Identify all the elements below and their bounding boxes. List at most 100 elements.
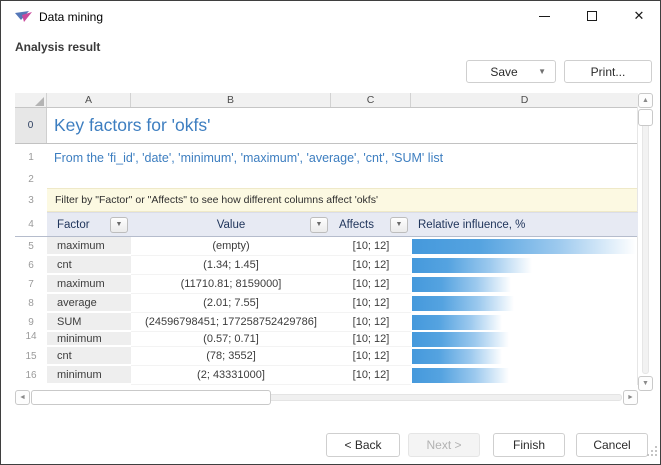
influence-bar	[412, 368, 510, 383]
table-row: 5 maximum (empty) [10; 12]	[15, 237, 637, 256]
analysis-grid: A B C D 0 Key factors for 'okfs' 1 From …	[15, 93, 654, 405]
affects-cell[interactable]: [10; 12]	[331, 275, 411, 294]
row-number[interactable]: 1	[28, 152, 34, 163]
column-header-d[interactable]: D	[411, 93, 638, 107]
influence-cell[interactable]	[411, 256, 638, 275]
row-number[interactable]: 9	[28, 317, 34, 328]
vertical-scrollbar: ▲ ▼	[638, 93, 654, 391]
value-cell[interactable]: (24596798451; 177258752429786]	[131, 313, 331, 332]
factor-cell[interactable]: cnt	[47, 347, 131, 366]
row-number[interactable]: 15	[25, 351, 37, 362]
influence-cell[interactable]	[411, 366, 638, 385]
value-cell[interactable]: (11710.81; 8159000]	[131, 275, 331, 294]
affects-header-label: Affects	[339, 219, 374, 231]
influence-bar	[412, 349, 503, 364]
scroll-left-button[interactable]: ◄	[15, 390, 30, 405]
factor-cell[interactable]: SUM	[47, 313, 131, 332]
influence-bar	[412, 296, 514, 311]
affects-cell[interactable]: [10; 12]	[331, 366, 411, 385]
table-row: 9 SUM (24596798451; 177258752429786] [10…	[15, 313, 637, 332]
back-button[interactable]: < Back	[326, 433, 400, 457]
affects-cell[interactable]: [10; 12]	[331, 294, 411, 313]
influence-cell[interactable]	[411, 294, 638, 313]
factor-cell[interactable]: maximum	[47, 237, 131, 256]
table-header-row: 4 Factor ▼ Value ▼ Affects ▼ Relative in…	[15, 212, 638, 237]
cancel-button[interactable]: Cancel	[576, 433, 648, 457]
minimize-icon	[538, 15, 550, 17]
resize-grip-icon[interactable]	[647, 443, 657, 461]
scroll-down-button[interactable]: ▼	[638, 376, 653, 391]
horizontal-scrollbar: ◄ ►	[15, 390, 638, 405]
factor-cell[interactable]: average	[47, 294, 131, 313]
factor-column-header[interactable]: Factor ▼	[47, 212, 131, 236]
grid-note-row: 3 Filter by "Factor" or "Affects" to see…	[15, 188, 637, 212]
scroll-right-button[interactable]: ►	[623, 390, 638, 405]
row-number[interactable]: 14	[25, 332, 37, 342]
titlebar: Data mining ✕	[1, 1, 660, 33]
value-cell[interactable]: (empty)	[131, 237, 331, 256]
row-number[interactable]: 4	[28, 218, 34, 230]
row-number[interactable]: 16	[25, 370, 37, 381]
empty-cell[interactable]	[47, 171, 637, 188]
affects-cell[interactable]: [10; 12]	[331, 313, 411, 332]
influence-cell[interactable]	[411, 332, 637, 347]
row-number[interactable]: 6	[28, 260, 34, 271]
vertical-scrollbar-thumb[interactable]	[638, 109, 653, 126]
table-row: 6 cnt (1.34; 1.45] [10; 12]	[15, 256, 637, 275]
affects-cell[interactable]: [10; 12]	[331, 347, 411, 366]
row-number[interactable]: 3	[28, 194, 34, 206]
scroll-up-button[interactable]: ▲	[638, 93, 653, 108]
influence-cell[interactable]	[411, 275, 638, 294]
value-cell[interactable]: (2; 43331000]	[131, 366, 331, 385]
table-row: 7 maximum (11710.81; 8159000] [10; 12]	[15, 275, 637, 294]
affects-cell[interactable]: [10; 12]	[331, 237, 411, 256]
affects-column-header[interactable]: Affects ▼	[331, 212, 411, 236]
value-cell[interactable]: (0.57; 0.71]	[131, 332, 331, 347]
value-cell[interactable]: (1.34; 1.45]	[131, 256, 331, 275]
factor-cell[interactable]: cnt	[47, 256, 131, 275]
maximize-button[interactable]	[574, 4, 610, 28]
row-number[interactable]: 8	[28, 298, 34, 309]
affects-cell[interactable]: [10; 12]	[331, 256, 411, 275]
factor-cell[interactable]: minimum	[47, 366, 131, 385]
influence-column-header: Relative influence, %	[411, 212, 638, 236]
value-cell[interactable]: (78; 3552]	[131, 347, 331, 366]
factor-filter-button[interactable]: ▼	[110, 217, 128, 233]
vertical-scrollbar-track[interactable]	[642, 110, 649, 374]
influence-bar	[412, 315, 503, 330]
affects-cell[interactable]: [10; 12]	[331, 332, 411, 347]
horizontal-scrollbar-thumb[interactable]	[31, 390, 271, 405]
table-row: 8 average (2.01; 7.55] [10; 12]	[15, 294, 637, 313]
value-column-header[interactable]: Value ▼	[131, 212, 331, 236]
save-dropdown-icon[interactable]: ▼	[538, 67, 546, 76]
row-number[interactable]: 2	[28, 174, 34, 185]
value-cell[interactable]: (2.01; 7.55]	[131, 294, 331, 313]
row-number[interactable]: 7	[28, 279, 34, 290]
grid-body: A B C D 0 Key factors for 'okfs' 1 From …	[15, 93, 638, 405]
save-button-label: Save	[490, 64, 518, 79]
column-header-b[interactable]: B	[131, 93, 331, 107]
row-number[interactable]: 0	[15, 108, 47, 143]
grid-title-row: 0 Key factors for 'okfs'	[15, 108, 637, 144]
column-header-a[interactable]: A	[47, 93, 131, 107]
influence-cell[interactable]	[411, 313, 638, 332]
column-header-c[interactable]: C	[331, 93, 411, 107]
print-button[interactable]: Print...	[564, 60, 652, 83]
close-button[interactable]: ✕	[633, 8, 645, 23]
influence-cell[interactable]	[411, 347, 638, 366]
influence-header-label: Relative influence, %	[418, 219, 526, 231]
save-button[interactable]: Save ▼	[466, 60, 556, 83]
select-all-corner[interactable]	[15, 93, 47, 107]
affects-filter-button[interactable]: ▼	[390, 217, 408, 233]
factor-cell[interactable]: minimum	[47, 332, 131, 347]
filter-note-cell[interactable]: Filter by "Factor" or "Affects" to see h…	[47, 188, 637, 212]
grid-subtitle-cell[interactable]: From the 'fi_id', 'date', 'minimum', 'ma…	[54, 150, 444, 165]
value-filter-button[interactable]: ▼	[310, 217, 328, 233]
minimize-button[interactable]	[526, 4, 562, 28]
finish-button[interactable]: Finish	[493, 433, 565, 457]
row-number[interactable]: 5	[28, 241, 34, 252]
factor-cell[interactable]: maximum	[47, 275, 131, 294]
grid-title-cell[interactable]: Key factors for 'okfs'	[54, 115, 211, 135]
influence-cell[interactable]	[411, 237, 638, 256]
factor-header-label: Factor	[57, 219, 90, 231]
